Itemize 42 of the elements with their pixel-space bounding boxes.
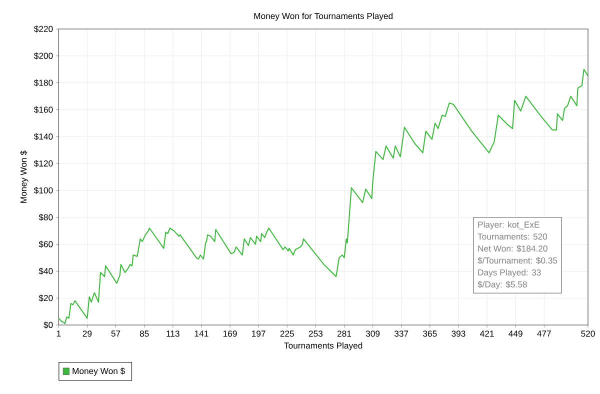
y-axis-title: Money Won $: [20, 150, 28, 203]
annotation: $/Tournament: $0.35: [478, 257, 558, 264]
x-tick-label: 393: [452, 330, 466, 337]
y-tick-label: $20: [38, 294, 53, 302]
x-tick-label: 365: [423, 330, 437, 337]
y-tick-label: $160: [34, 106, 53, 114]
legend-label: Money Won $: [72, 368, 125, 376]
x-tick-label: 57: [111, 330, 120, 337]
y-tick-label: $140: [34, 133, 53, 140]
y-tick-label: $40: [38, 268, 53, 275]
x-tick-label: 253: [308, 330, 323, 337]
y-tick-label: $220: [34, 26, 53, 32]
y-tick-label: $80: [38, 214, 53, 221]
y-tick-label: $120: [34, 160, 53, 168]
x-tick-label: 113: [166, 330, 180, 337]
x-tick-label: 85: [140, 330, 149, 337]
annotation: Player: kot_ExE: [478, 221, 540, 230]
x-tick-label: 169: [223, 330, 237, 337]
line-series: [58, 68, 589, 324]
y-tick-label: $100: [34, 186, 53, 194]
annotation: Net Won: $184.20: [478, 245, 548, 252]
x-tick-label: 197: [252, 330, 266, 337]
y-tick-label: $0: [44, 322, 53, 328]
x-tick-label: 1: [56, 330, 61, 337]
chart-title: Money Won for Tournaments Played: [254, 12, 393, 21]
annotation: Days Played: 33: [478, 269, 541, 278]
x-tick-label: 337: [394, 330, 408, 337]
x-tick-label: 141: [194, 330, 208, 337]
x-axis-title: Tournaments Played: [284, 342, 362, 350]
x-tick-label: 421: [480, 330, 494, 337]
annotation: $/Day: $5.58: [478, 281, 527, 290]
x-tick-label: 449: [508, 330, 522, 337]
x-tick-label: 309: [366, 330, 380, 337]
y-tick-label: $60: [38, 240, 53, 248]
x-tick-label: 477: [537, 330, 551, 337]
annotation: Tournaments: 520: [478, 234, 548, 240]
x-tick-label: 520: [581, 330, 595, 337]
x-tick-label: 29: [82, 330, 92, 337]
y-tick-label: $200: [34, 52, 53, 60]
y-tick-label: $180: [34, 79, 53, 86]
x-tick-label: 281: [337, 330, 352, 337]
x-tick-label: 225: [280, 330, 294, 337]
